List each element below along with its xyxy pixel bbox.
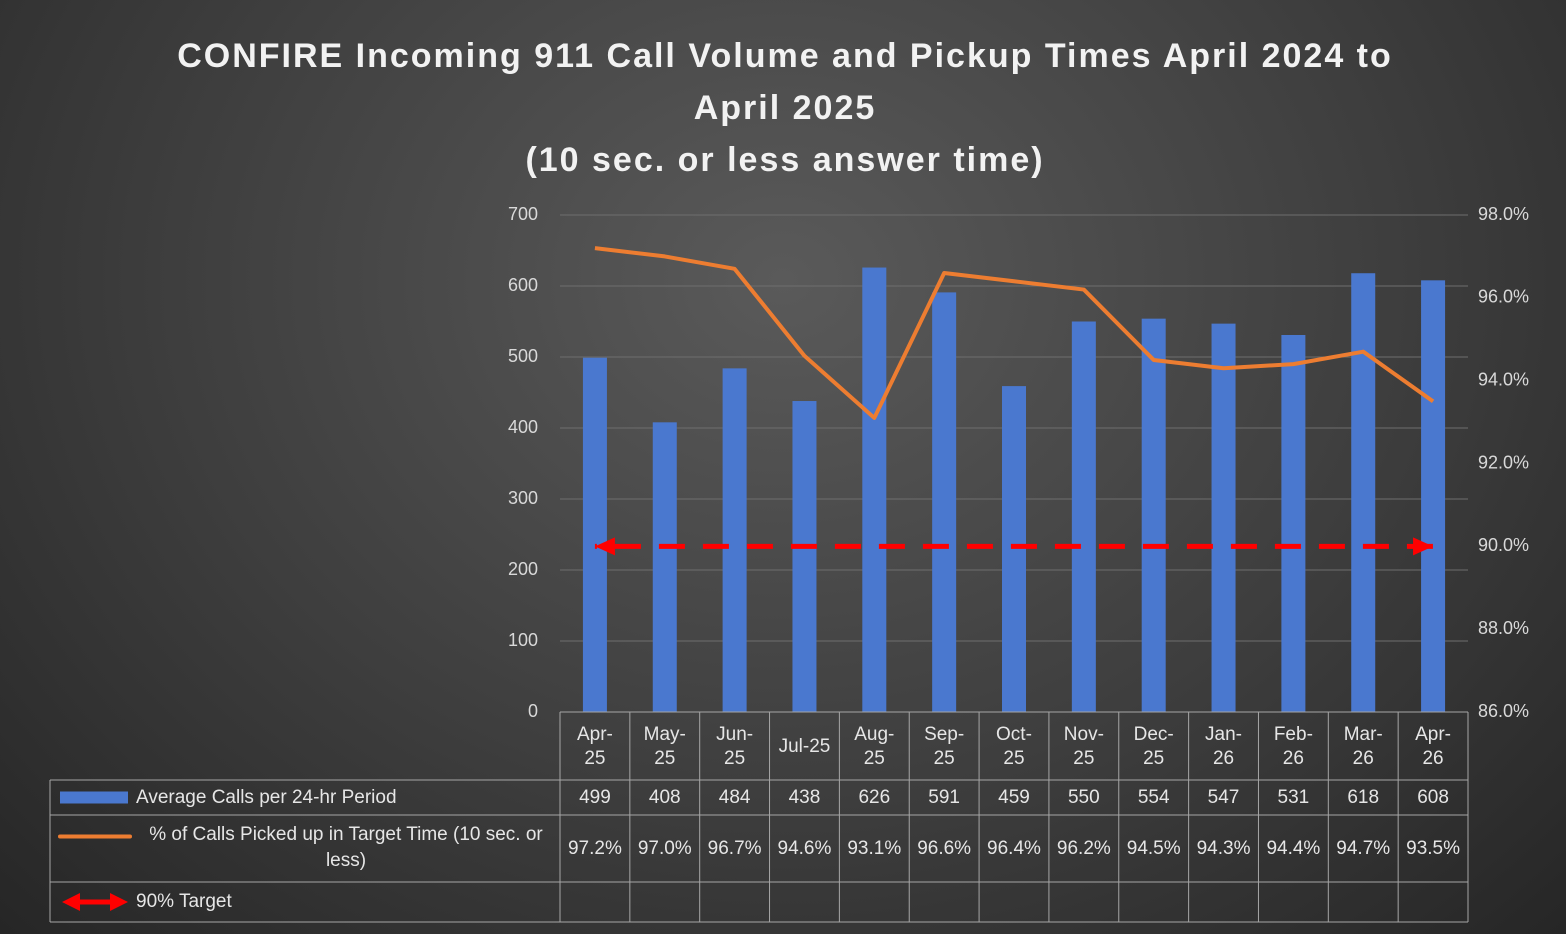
y-tick-label: 500 [508, 346, 538, 366]
data-table-value: 94.4% [1266, 837, 1321, 859]
y2-tick-label: 90.0% [1478, 535, 1529, 555]
data-table-value: 547 [1207, 786, 1240, 808]
data-table-value: 608 [1417, 786, 1449, 808]
data-table-value: 94.5% [1126, 837, 1181, 859]
data-table-value: 531 [1277, 786, 1310, 808]
y2-tick-label: 94.0% [1478, 369, 1529, 389]
bar [792, 401, 817, 712]
y-tick-label: 300 [508, 488, 538, 508]
data-table-value: 94.6% [777, 837, 832, 859]
y-tick-label: 700 [508, 204, 538, 224]
legend-key [110, 893, 128, 911]
y2-tick-label: 98.0% [1478, 204, 1529, 224]
category-label: Dec-25 [1133, 724, 1174, 769]
y-tick-label: 0 [528, 701, 538, 721]
bar [652, 422, 677, 712]
data-table-value: 97.2% [567, 837, 622, 859]
bar [582, 357, 607, 712]
data-table-value: 591 [928, 786, 960, 808]
category-label: Nov-25 [1063, 724, 1104, 769]
bar [1002, 386, 1026, 712]
y2-tick-label: 86.0% [1478, 701, 1529, 721]
bar [1351, 273, 1376, 712]
category-label: Jul-25 [778, 736, 831, 757]
data-table-value: 550 [1067, 786, 1100, 808]
data-table-value: 408 [648, 786, 681, 808]
category-label: May-25 [643, 724, 686, 769]
data-table-value: 93.5% [1406, 837, 1460, 859]
data-table-value: 94.3% [1196, 837, 1251, 859]
category-label: Jun-25 [716, 724, 754, 769]
bar [862, 267, 887, 712]
legend-label: % of Calls Picked up in Target Time (10 … [149, 824, 543, 871]
bar [932, 292, 957, 712]
data-table-value: 554 [1137, 786, 1170, 808]
chart-subtitle: (10 sec. or less answer time) [525, 141, 1045, 179]
category-label: Apr-25 [576, 724, 613, 769]
y-tick-label: 600 [508, 275, 538, 295]
y-tick-label: 100 [508, 630, 538, 650]
y-tick-label: 400 [508, 417, 538, 437]
data-table-value: 484 [718, 786, 751, 808]
y2-tick-label: 92.0% [1478, 452, 1529, 472]
target-arrow-left [594, 537, 615, 556]
legend-key [60, 791, 128, 804]
y-tick-label: 200 [508, 559, 538, 579]
legend-label: 90% Target [136, 891, 232, 912]
category-label: Jan-26 [1205, 724, 1243, 769]
category-label: Feb-26 [1273, 724, 1313, 769]
category-label: Sep-25 [924, 724, 965, 769]
bar [1141, 318, 1166, 712]
bar [1071, 321, 1096, 712]
data-table-value: 618 [1347, 786, 1380, 808]
data-table-value: 94.7% [1336, 837, 1391, 859]
line-series [594, 246, 1435, 420]
legend-label: Average Calls per 24-hr Period [136, 786, 397, 808]
category-label: Aug-25 [854, 724, 895, 769]
data-table-value: 96.6% [917, 837, 972, 859]
data-table-value: 499 [579, 786, 611, 808]
bar [1211, 323, 1236, 712]
target-arrow-right [1413, 537, 1434, 556]
category-label: Oct-25 [996, 724, 1032, 769]
legend-key [62, 893, 80, 911]
category-label: Mar-26 [1343, 724, 1383, 769]
data-table-value: 93.1% [847, 837, 902, 859]
category-label: Apr-26 [1415, 724, 1452, 769]
data-table-value: 459 [998, 786, 1030, 808]
y2-tick-label: 88.0% [1478, 618, 1529, 638]
bar [722, 368, 747, 712]
data-table-value: 96.2% [1056, 837, 1111, 859]
bar [1421, 280, 1446, 712]
data-table-value: 96.7% [707, 837, 762, 859]
data-table-value: 97.0% [637, 837, 692, 859]
data-table-value: 626 [858, 786, 891, 808]
data-table-value: 438 [788, 786, 821, 808]
bar [1281, 334, 1306, 712]
y2-tick-label: 96.0% [1478, 287, 1529, 307]
data-table-value: 96.4% [987, 837, 1041, 859]
chart-title: CONFIRE Incoming 911 Call Volume and Pic… [177, 37, 1393, 127]
